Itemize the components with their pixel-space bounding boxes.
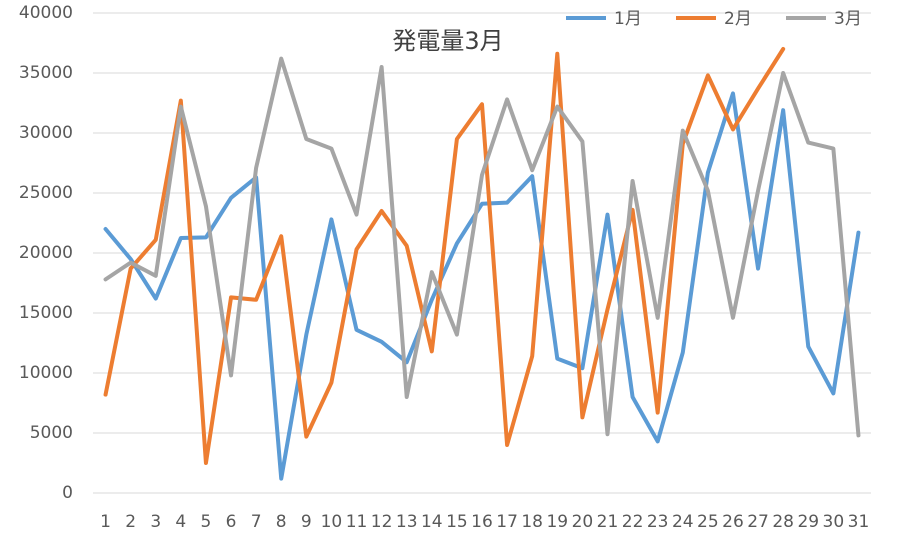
y-tick-label: 0 bbox=[62, 483, 73, 503]
x-tick-label: 20 bbox=[572, 512, 594, 532]
y-tick-label: 30000 bbox=[19, 123, 73, 143]
x-tick-label: 30 bbox=[823, 512, 845, 532]
legend-label: 2月 bbox=[724, 9, 752, 29]
x-tick-label: 23 bbox=[647, 512, 669, 532]
x-tick-label: 5 bbox=[201, 512, 212, 532]
x-tick-label: 3 bbox=[150, 512, 161, 532]
x-tick-label: 2 bbox=[125, 512, 136, 532]
chart-title: 発電量3月 bbox=[392, 27, 503, 55]
x-tick-label: 29 bbox=[797, 512, 819, 532]
x-tick-label: 16 bbox=[471, 512, 493, 532]
y-tick-label: 25000 bbox=[19, 183, 73, 203]
x-tick-label: 22 bbox=[622, 512, 644, 532]
x-tick-label: 9 bbox=[301, 512, 312, 532]
x-tick-label: 18 bbox=[521, 512, 543, 532]
legend-label: 1月 bbox=[614, 9, 642, 29]
y-tick-label: 5000 bbox=[30, 423, 73, 443]
x-tick-label: 12 bbox=[371, 512, 393, 532]
x-tick-label: 6 bbox=[226, 512, 237, 532]
x-tick-label: 21 bbox=[597, 512, 619, 532]
y-tick-label: 40000 bbox=[19, 3, 73, 23]
x-tick-label: 19 bbox=[546, 512, 568, 532]
series-line bbox=[103, 56, 861, 438]
x-tick-label: 15 bbox=[446, 512, 468, 532]
legend-label: 3月 bbox=[834, 9, 862, 29]
x-tick-label: 14 bbox=[421, 512, 443, 532]
x-tick-label: 1 bbox=[100, 512, 111, 532]
x-tick-label: 11 bbox=[346, 512, 368, 532]
y-tick-label: 10000 bbox=[19, 363, 73, 383]
x-tick-label: 31 bbox=[848, 512, 870, 532]
x-tick-label: 13 bbox=[396, 512, 418, 532]
x-tick-label: 26 bbox=[722, 512, 744, 532]
x-tick-label: 28 bbox=[772, 512, 794, 532]
x-tick-label: 27 bbox=[747, 512, 769, 532]
series-line bbox=[103, 47, 786, 465]
x-tick-label: 10 bbox=[321, 512, 343, 532]
series-line bbox=[103, 91, 861, 481]
x-tick-label: 25 bbox=[697, 512, 719, 532]
x-tick-label: 17 bbox=[496, 512, 518, 532]
y-tick-label: 35000 bbox=[19, 63, 73, 83]
x-tick-label: 8 bbox=[276, 512, 287, 532]
y-tick-label: 20000 bbox=[19, 243, 73, 263]
x-tick-label: 24 bbox=[672, 512, 694, 532]
y-tick-label: 15000 bbox=[19, 303, 73, 323]
x-tick-label: 4 bbox=[175, 512, 186, 532]
x-tick-label: 7 bbox=[251, 512, 262, 532]
